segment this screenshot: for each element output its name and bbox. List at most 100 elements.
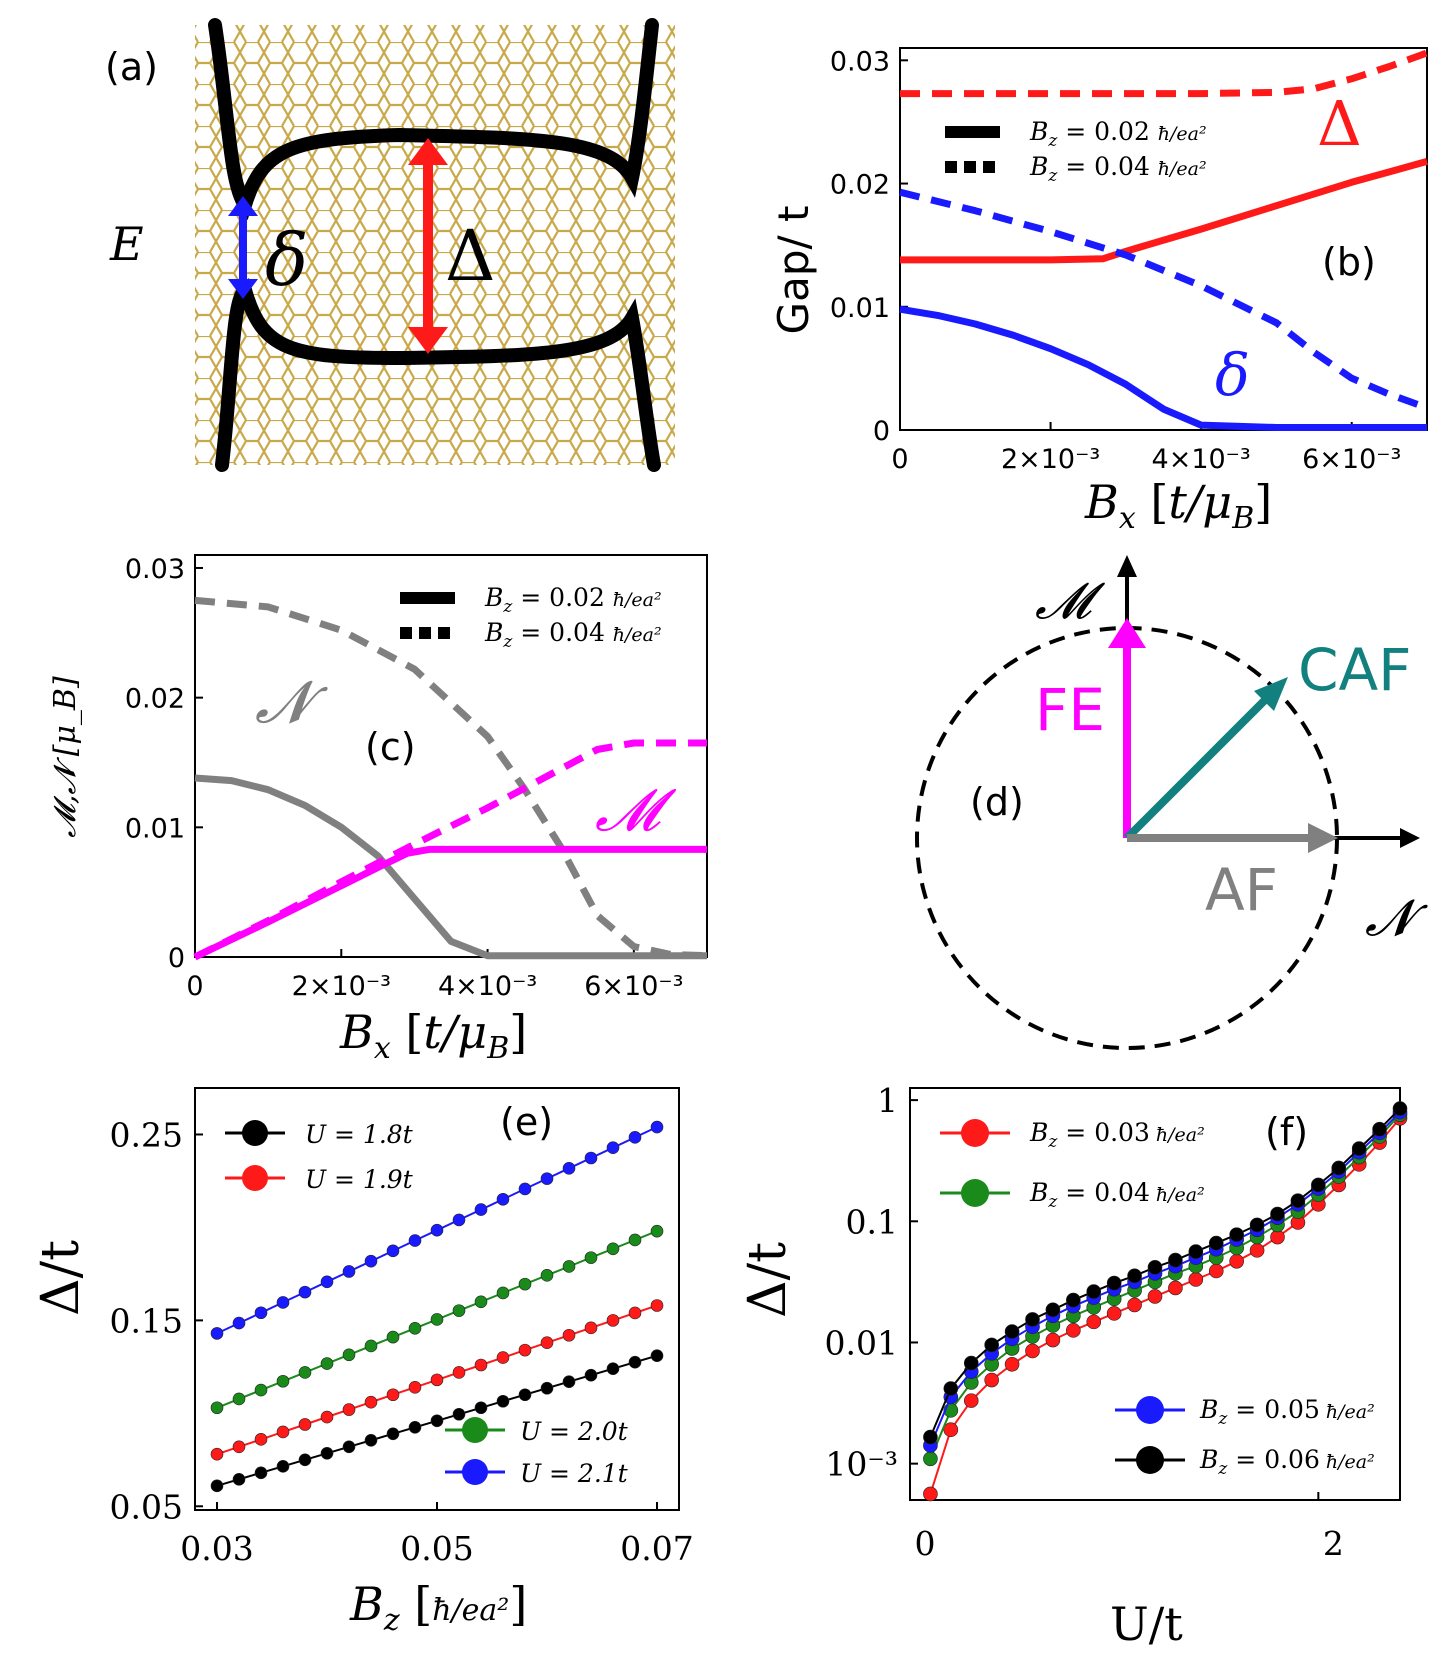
CAF-label: CAF (1298, 636, 1412, 704)
data-point (1188, 1244, 1204, 1259)
x-tick-label: 0 (915, 1524, 936, 1563)
data-point (1147, 1289, 1163, 1304)
data-point (650, 1224, 664, 1238)
series-line (929, 1107, 1401, 1438)
data-point (584, 1368, 598, 1382)
y-tick-label: 0.03 (830, 46, 890, 77)
panel-b: 0 2×10⁻³ 4×10⁻³ 6×10⁻³00.010.020.03 Gap/ t … (769, 46, 1429, 536)
data-point (1311, 1177, 1326, 1193)
y-tick-label: 0.02 (125, 684, 185, 715)
x-tick-label: 0 (186, 971, 203, 1002)
data-point (276, 1460, 290, 1473)
legend-u19: U = 1.9t (305, 1165, 414, 1194)
data-point (430, 1414, 444, 1428)
data-point (1127, 1268, 1142, 1284)
x-tick-label: 6×10⁻³ (1302, 444, 1401, 475)
data-point (1208, 1235, 1224, 1251)
data-point (584, 1321, 598, 1335)
panel-c-ylabel: 𝓜,𝓝 [μ_B] (48, 676, 83, 838)
panel-e-xlabel: Bz [ħ/ea²] (349, 1577, 527, 1638)
data-point (1351, 1141, 1367, 1156)
data-point (276, 1296, 290, 1309)
N-axis-arrowhead (1400, 828, 1420, 848)
data-point (963, 1355, 979, 1371)
data-point (210, 1479, 224, 1493)
series-line (899, 188, 1429, 412)
data-point (1270, 1206, 1285, 1222)
panel-f-xlabel: U/t (1110, 1597, 1183, 1651)
data-point (210, 1447, 224, 1461)
data-point (452, 1366, 466, 1379)
legend-marker-u21 (462, 1459, 488, 1485)
data-point (474, 1401, 488, 1415)
panel-c-label: (c) (365, 725, 416, 769)
data-point (474, 1295, 488, 1309)
x-tick-label: 2×10⁻³ (1001, 444, 1100, 475)
data-point (984, 1372, 999, 1388)
data-point (606, 1242, 620, 1256)
data-point (364, 1254, 378, 1268)
data-point (562, 1375, 576, 1389)
legend-f006: Bz = 0.06 ħ/ea² (1199, 1445, 1375, 1479)
data-point (452, 1304, 466, 1317)
series-line (193, 845, 707, 961)
data-point (298, 1285, 312, 1299)
data-point (984, 1337, 999, 1353)
panel-d-label: (d) (970, 780, 1024, 824)
data-point (408, 1381, 422, 1394)
data-point (408, 1420, 422, 1434)
x-tick-label: 4×10⁻³ (1152, 444, 1251, 475)
data-point (562, 1260, 576, 1273)
data-point (320, 1446, 334, 1460)
data-point (1372, 1121, 1387, 1137)
x-tick-label: 0.05 (400, 1529, 473, 1568)
panel-f-ticks: 0 2 10⁻³ 0.01 0.1 1 (825, 1081, 1344, 1563)
x-tick-label: 4×10⁻³ (438, 971, 537, 1002)
data-point (923, 1429, 938, 1445)
lower-band (215, 278, 661, 472)
data-point (276, 1425, 290, 1439)
data-point (1249, 1217, 1265, 1233)
panel-f-series (923, 1101, 1408, 1502)
graphene-lattice (195, 25, 675, 465)
panel-f-label: (f) (1265, 1110, 1308, 1154)
data-point (232, 1316, 246, 1330)
panel-a: (a) E δ Δ (105, 18, 675, 472)
data-point (386, 1330, 400, 1344)
data-point (364, 1433, 378, 1447)
data-point (606, 1362, 620, 1376)
data-point (1229, 1227, 1244, 1242)
data-point (1025, 1312, 1040, 1327)
panel-b-Delta-annotation: Δ (1317, 87, 1362, 160)
data-point (254, 1306, 268, 1320)
delta-small-label: δ (265, 218, 308, 302)
data-point (1045, 1302, 1061, 1318)
data-point (298, 1366, 312, 1379)
data-point (1086, 1314, 1102, 1330)
data-point (386, 1244, 400, 1258)
x-tick-label: 6×10⁻³ (584, 971, 683, 1002)
data-point (408, 1321, 422, 1335)
data-point (628, 1233, 642, 1247)
delta-large-label: Δ (445, 215, 496, 297)
data-point (562, 1162, 576, 1175)
panel-b-ylabel: Gap/ t (769, 206, 818, 335)
data-point (923, 1486, 938, 1502)
panel-b-series (899, 49, 1429, 431)
legend-marker-u20 (462, 1417, 488, 1443)
data-point (232, 1473, 246, 1486)
data-point (254, 1383, 268, 1397)
M-axis-arrowhead (1117, 555, 1137, 577)
panel-c-series (193, 596, 708, 961)
y-tick-label: 0.02 (830, 170, 890, 201)
data-point (298, 1418, 312, 1431)
data-point (496, 1394, 510, 1408)
FE-arrowhead (1108, 618, 1146, 648)
data-point (1127, 1297, 1142, 1313)
legend-marker-f003 (961, 1119, 989, 1147)
data-point (276, 1374, 290, 1388)
data-point (1025, 1343, 1040, 1359)
y-tick-label: 0.25 (110, 1115, 183, 1154)
